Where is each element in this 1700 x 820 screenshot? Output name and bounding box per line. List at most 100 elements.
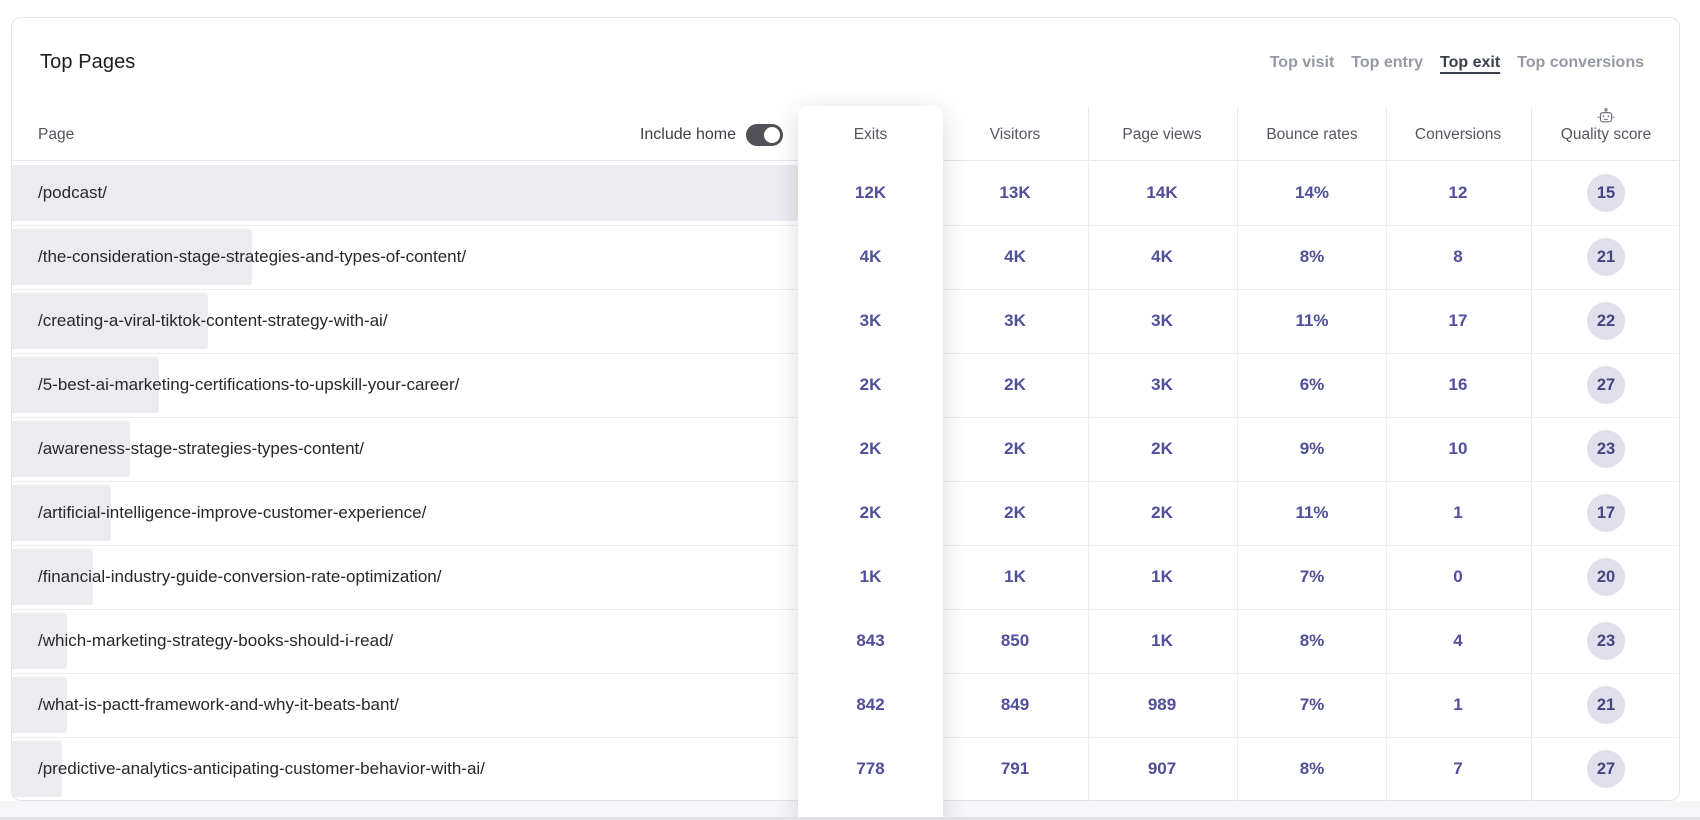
conversions-value: 1 (1453, 695, 1463, 714)
page-views-value: 1K (1151, 567, 1173, 586)
conversions-value: 4 (1453, 631, 1463, 650)
column-divider (1088, 107, 1089, 801)
exits-value: 1K (859, 567, 882, 586)
exits-bar (12, 741, 62, 797)
column-header-conversions: Conversions (1414, 126, 1502, 143)
page-views-value: 989 (1147, 695, 1177, 714)
page-link[interactable]: /creating-a-viral-tiktok-content-strateg… (38, 311, 388, 330)
visitors-value: 791 (1000, 759, 1030, 778)
page-link[interactable]: /awareness-stage-strategies-types-conten… (38, 439, 364, 458)
bounce-rate-value: 7% (1299, 567, 1325, 586)
visitors-value: 2K (1004, 503, 1026, 522)
exits-value: 2K (859, 375, 882, 394)
visitors-value: 4K (1004, 247, 1026, 266)
column-header-exits: Exits (853, 126, 888, 143)
include-home-control: Include home (412, 122, 783, 148)
column-header-page: Page (38, 126, 75, 143)
quality-score-badge: 23 (1587, 430, 1625, 468)
visitors-value: 2K (1004, 439, 1026, 458)
exits-value: 842 (856, 695, 885, 714)
exits-value: 843 (856, 631, 885, 650)
column-divider (1237, 107, 1238, 801)
page-views-value: 4K (1151, 247, 1173, 266)
exits-value: 2K (859, 439, 882, 458)
column-header-quality-score: Quality score (1560, 126, 1652, 143)
conversions-value: 7 (1453, 759, 1463, 778)
include-home-label: Include home (639, 126, 736, 143)
exits-bar (12, 421, 130, 477)
bounce-rate-value: 8% (1299, 247, 1325, 266)
conversions-value: 0 (1453, 567, 1463, 586)
exits-column-panel: Exits 12K 4K 3K 2K 2K 2K 1K 843 842 778 (798, 106, 943, 820)
page-link[interactable]: /which-marketing-strategy-books-should-i… (38, 631, 394, 650)
quality-score-badge: 27 (1587, 366, 1625, 404)
visitors-value: 2K (1004, 375, 1026, 394)
column-header-visitors: Visitors (989, 126, 1041, 143)
exits-bar (12, 165, 798, 221)
exits-bar (12, 357, 159, 413)
page-views-value: 3K (1151, 375, 1173, 394)
quality-score-badge: 15 (1587, 174, 1625, 212)
exits-value: 4K (859, 247, 882, 266)
exits-value: 3K (859, 311, 882, 330)
visitors-value: 1K (1004, 567, 1026, 586)
quality-score-badge: 23 (1587, 622, 1625, 660)
page-views-value: 1K (1151, 631, 1173, 650)
tab-top-exit[interactable]: Top exit (1440, 54, 1501, 71)
conversions-value: 16 (1448, 375, 1468, 394)
page-views-value: 2K (1151, 503, 1173, 522)
include-home-toggle[interactable] (746, 124, 783, 146)
column-divider (1531, 107, 1532, 801)
column-divider (1386, 107, 1387, 801)
top-pages-tab-bar: Top visit Top entry Top exit Top convers… (1270, 51, 1644, 75)
conversions-value: 1 (1453, 503, 1463, 522)
page-views-value: 907 (1147, 759, 1177, 778)
column-header-bounce-rates: Bounce rates (1266, 126, 1358, 143)
conversions-value: 12 (1448, 183, 1468, 202)
column-header-page-views: Page views (1122, 126, 1202, 143)
page-link[interactable]: /artificial-intelligence-improve-custome… (38, 503, 427, 522)
exits-bar (12, 677, 67, 733)
visitors-value: 3K (1004, 311, 1026, 330)
page-views-value: 2K (1151, 439, 1173, 458)
visitors-value: 849 (1000, 695, 1030, 714)
bounce-rate-value: 14% (1294, 183, 1330, 202)
page-title: Top Pages (40, 51, 136, 73)
bounce-rate-value: 6% (1299, 375, 1325, 394)
conversions-value: 10 (1448, 439, 1468, 458)
quality-score-badge: 22 (1587, 302, 1625, 340)
page-link[interactable]: /financial-industry-guide-conversion-rat… (38, 567, 442, 586)
tab-top-entry[interactable]: Top entry (1351, 54, 1423, 71)
quality-score-badge: 21 (1587, 238, 1625, 276)
bounce-rate-value: 7% (1299, 695, 1325, 714)
page-link[interactable]: /the-consideration-stage-strategies-and-… (38, 247, 467, 266)
exits-bar (12, 549, 93, 605)
tab-top-visit[interactable]: Top visit (1269, 54, 1335, 71)
bounce-rate-value: 11% (1295, 311, 1329, 330)
page-link[interactable]: /podcast/ (38, 183, 107, 202)
page-link[interactable]: /what-is-pactt-framework-and-why-it-beat… (38, 695, 399, 714)
page-views-value: 3K (1151, 311, 1173, 330)
robot-icon (1597, 108, 1615, 123)
conversions-value: 8 (1453, 247, 1463, 266)
page-link[interactable]: /5-best-ai-marketing-certifications-to-u… (38, 375, 460, 394)
visitors-value: 13K (999, 183, 1031, 202)
conversions-value: 17 (1448, 311, 1468, 330)
tab-top-conversions[interactable]: Top conversions (1517, 54, 1644, 71)
bounce-rate-value: 11% (1295, 503, 1329, 522)
exits-bar (12, 229, 252, 285)
exits-value: 12K (854, 183, 887, 202)
bounce-rate-value: 8% (1299, 631, 1325, 650)
exits-bar (12, 485, 111, 541)
quality-score-badge: 27 (1587, 750, 1625, 788)
quality-score-badge: 20 (1587, 558, 1625, 596)
page-views-value: 14K (1146, 183, 1178, 202)
quality-score-badge: 21 (1587, 686, 1625, 724)
page-link[interactable]: /predictive-analytics-anticipating-custo… (38, 759, 485, 778)
toggle-knob (764, 127, 780, 143)
exits-value: 2K (859, 503, 882, 522)
quality-score-badge: 17 (1587, 494, 1625, 532)
exits-bar (12, 293, 208, 349)
exits-bar (12, 613, 67, 669)
bottom-divider (0, 817, 1700, 820)
